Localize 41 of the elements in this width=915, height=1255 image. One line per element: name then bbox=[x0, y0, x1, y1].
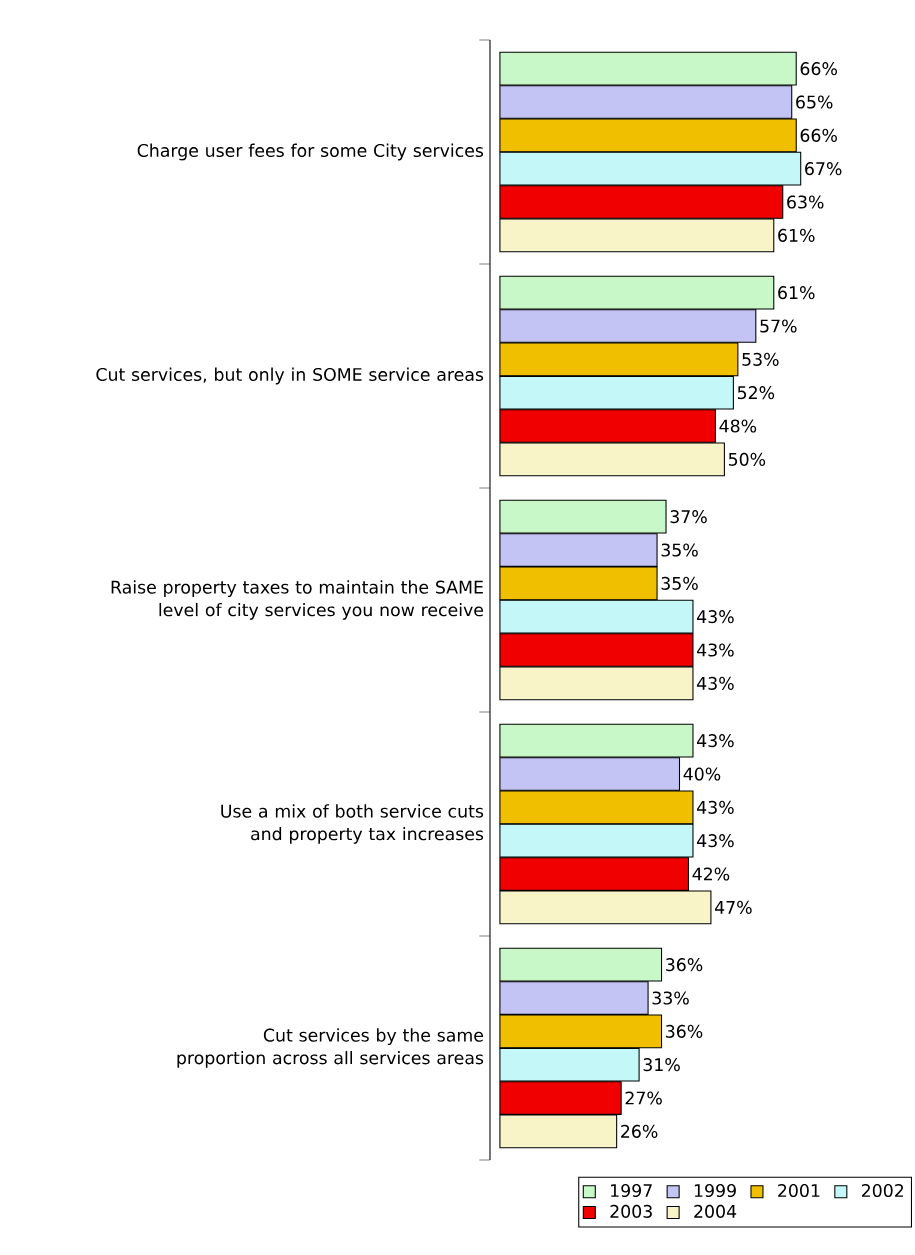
y-tick-label: Use a mix of both service cuts and property tax increases bbox=[221, 804, 484, 844]
data-label: 67% bbox=[805, 162, 842, 176]
data-label: 66% bbox=[800, 62, 837, 76]
legend-label: 2001 bbox=[778, 1184, 820, 1198]
data-label: 52% bbox=[737, 386, 775, 400]
data-label: 31% bbox=[643, 1058, 680, 1072]
data-label: 66% bbox=[800, 128, 837, 142]
data-label: 36% bbox=[666, 1024, 703, 1038]
data-label: 37% bbox=[670, 510, 707, 524]
legend-label: 1999 bbox=[694, 1184, 736, 1198]
data-label: 43% bbox=[697, 734, 734, 748]
data-label: 43% bbox=[697, 610, 734, 624]
y-tick-label: Charge user fees for some City services bbox=[137, 143, 484, 161]
data-label: 47% bbox=[714, 900, 752, 914]
data-label: 27% bbox=[625, 1091, 662, 1105]
data-label: 43% bbox=[697, 676, 734, 690]
data-label: 53% bbox=[742, 352, 779, 366]
data-label: 35% bbox=[661, 576, 698, 590]
data-label: 43% bbox=[697, 800, 734, 814]
data-label: 35% bbox=[661, 543, 698, 557]
data-label: 61% bbox=[778, 228, 815, 242]
data-label: 61% bbox=[778, 286, 815, 300]
legend-label: 2002 bbox=[861, 1184, 904, 1198]
data-label: 50% bbox=[728, 452, 766, 466]
data-label: 48% bbox=[719, 419, 757, 433]
y-tick-label: Cut services by the same proportion across all services areas bbox=[177, 1028, 484, 1068]
y-tick-label: Raise property taxes to maintain the SAME level of city services you now receive bbox=[111, 580, 484, 620]
y-tick-label: Cut services, but only in SOME service areas bbox=[96, 367, 484, 385]
legend-label: 2003 bbox=[610, 1204, 652, 1218]
data-label: 43% bbox=[697, 834, 734, 848]
data-label: 33% bbox=[652, 991, 689, 1005]
data-label: 43% bbox=[697, 643, 734, 657]
data-label: 36% bbox=[666, 958, 703, 972]
data-label: 42% bbox=[692, 867, 730, 881]
legend-label: 2004 bbox=[694, 1204, 737, 1218]
data-label: 26% bbox=[621, 1124, 658, 1138]
data-label: 57% bbox=[760, 319, 797, 333]
data-label: 63% bbox=[787, 195, 824, 209]
legend-label: 1997 bbox=[611, 1184, 652, 1198]
data-label: 40% bbox=[683, 767, 721, 781]
data-label: 65% bbox=[796, 95, 833, 109]
